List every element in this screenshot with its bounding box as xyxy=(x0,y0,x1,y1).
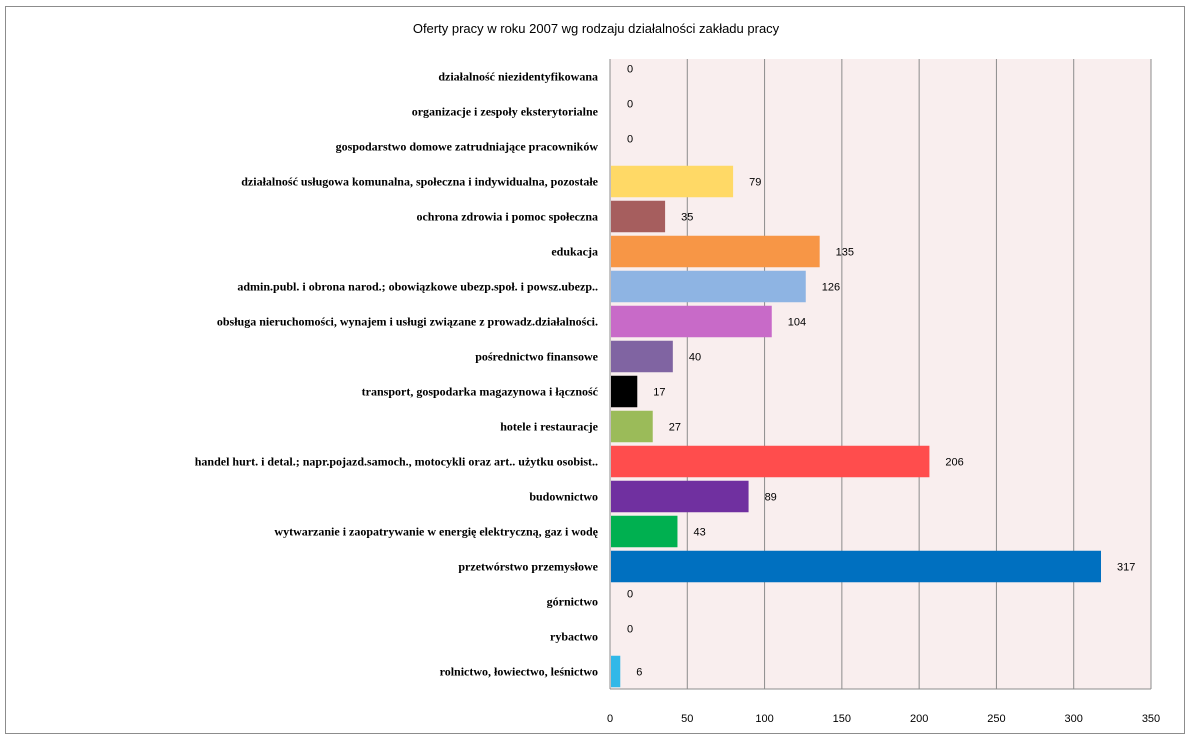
value-label-6: 126 xyxy=(822,282,840,294)
bar-8 xyxy=(611,340,673,373)
value-label-14: 317 xyxy=(1117,562,1135,574)
bar-5 xyxy=(611,235,820,268)
category-label-13: wytwarzanie i zaopatrywanie w energię el… xyxy=(274,525,598,539)
value-label-1: 0 xyxy=(627,99,633,111)
bar-13 xyxy=(611,515,678,548)
value-label-12: 89 xyxy=(765,492,777,504)
x-tick-label-0: 0 xyxy=(607,713,613,725)
value-label-5: 135 xyxy=(836,247,854,259)
bar-17 xyxy=(611,655,621,688)
bar-10 xyxy=(611,410,653,443)
chart-frame: Oferty pracy w roku 2007 wg rodzaju dzia… xyxy=(5,6,1185,734)
category-label-6: admin.publ. i obrona narod.; obowiązkowe… xyxy=(237,280,598,294)
value-label-16: 0 xyxy=(627,624,633,636)
category-label-15: górnictwo xyxy=(547,595,598,609)
category-label-10: hotele i restauracje xyxy=(500,420,598,434)
value-label-17: 6 xyxy=(636,667,642,679)
category-label-12: budownictwo xyxy=(529,490,598,504)
bar-11 xyxy=(611,445,930,478)
x-tick-label-3: 150 xyxy=(833,713,851,725)
value-label-8: 40 xyxy=(689,352,701,364)
bar-9 xyxy=(611,375,638,408)
category-label-3: działalność usługowa komunalna, społeczn… xyxy=(241,175,598,189)
category-label-14: przetwórstwo przemysłowe xyxy=(458,560,598,574)
category-label-16: rybactwo xyxy=(550,630,598,644)
category-label-4: ochrona zdrowia i pomoc społeczna xyxy=(416,210,598,224)
category-label-1: organizacje i zespoły eksterytorialne xyxy=(412,105,599,119)
value-label-10: 27 xyxy=(669,422,681,434)
category-label-9: transport, gospodarka magazynowa i łączn… xyxy=(362,385,599,399)
category-label-8: pośrednictwo finansowe xyxy=(475,350,598,364)
category-label-7: obsługa nieruchomości, wynajem i usługi … xyxy=(217,315,598,329)
value-label-3: 79 xyxy=(749,177,761,189)
bar-14 xyxy=(611,550,1101,583)
bar-6 xyxy=(611,270,806,303)
value-label-11: 206 xyxy=(945,457,963,469)
category-label-11: handel hurt. i detal.; napr.pojazd.samoc… xyxy=(195,455,598,469)
bar-12 xyxy=(611,480,749,513)
x-tick-label-5: 250 xyxy=(987,713,1005,725)
category-label-5: edukacja xyxy=(551,245,598,259)
category-label-0: działalność niezidentyfikowana xyxy=(438,70,598,84)
category-label-17: rolnictwo, łowiectwo, leśnictwo xyxy=(440,665,598,679)
bar-3 xyxy=(611,165,734,198)
bar-4 xyxy=(611,200,666,233)
value-label-2: 0 xyxy=(627,134,633,146)
value-label-0: 0 xyxy=(627,64,633,76)
value-label-13: 43 xyxy=(693,527,705,539)
plot-area xyxy=(610,59,1151,689)
x-tick-label-4: 200 xyxy=(910,713,928,725)
bar-7 xyxy=(611,305,772,338)
chart-title: Oferty pracy w roku 2007 wg rodzaju dzia… xyxy=(412,21,780,36)
value-label-7: 104 xyxy=(788,317,806,329)
value-label-4: 35 xyxy=(681,212,693,224)
x-tick-label-1: 50 xyxy=(681,713,693,725)
x-tick-label-7: 350 xyxy=(1142,713,1160,725)
x-tick-label-2: 100 xyxy=(755,713,773,725)
value-label-15: 0 xyxy=(627,589,633,601)
category-label-2: gospodarstwo domowe zatrudniające pracow… xyxy=(336,140,599,154)
x-tick-label-6: 300 xyxy=(1065,713,1083,725)
value-label-9: 17 xyxy=(653,387,665,399)
